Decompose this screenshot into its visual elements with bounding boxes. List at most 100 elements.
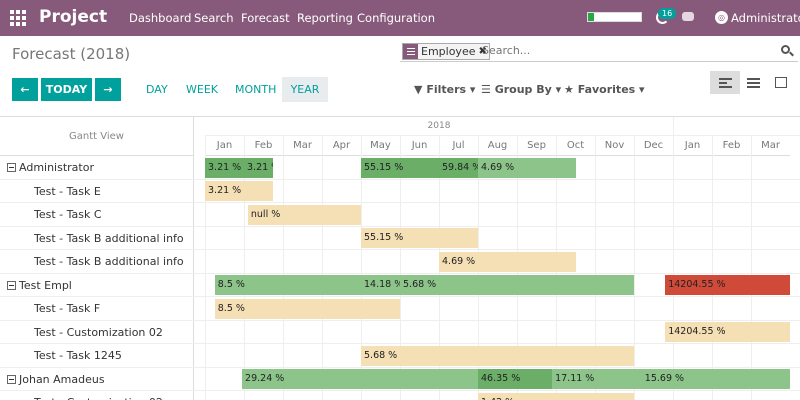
gantt-bar[interactable]: 1.42 % xyxy=(478,392,634,400)
favorites-dropdown[interactable]: ★ Favorites ▾ xyxy=(564,83,645,96)
gantt-bar[interactable]: 14204.55 % xyxy=(665,322,790,342)
progress-fill xyxy=(588,13,595,21)
task-label: Test - Customization 02 xyxy=(0,320,194,343)
gantt-task-row: Test - Customization 02 xyxy=(0,320,800,344)
gantt-view: Gantt View 2018 Jan Feb Mar Apr May Jun Jul Aug… xyxy=(0,116,800,400)
grid-line xyxy=(673,136,674,400)
collapse-icon[interactable] xyxy=(7,163,16,172)
row-label-text: Test - Customization 02 xyxy=(34,325,163,339)
gantt-bar[interactable]: 59.84 % xyxy=(439,157,478,178)
group-label[interactable]: Administrator xyxy=(0,156,194,179)
month-header: Feb xyxy=(712,136,751,156)
gantt-view-icon xyxy=(718,76,732,90)
task-label: Test - Task B additional info xyxy=(0,250,194,273)
filters-label: Filters ▾ xyxy=(426,83,476,96)
menu-reporting[interactable]: Reporting xyxy=(297,11,353,25)
gantt-bar[interactable]: 8.5 % xyxy=(214,275,361,295)
gantt-bar[interactable]: 55.15 % xyxy=(361,157,439,178)
row-label-text: Test Empl xyxy=(19,278,72,292)
month-header: Jan xyxy=(205,136,244,156)
today-button[interactable]: TODAY xyxy=(41,78,92,101)
scale-week[interactable]: WEEK xyxy=(186,83,218,96)
group-label[interactable]: Johan Amadeus xyxy=(0,367,194,390)
page-title: Forecast (2018) xyxy=(12,45,131,63)
filters-dropdown[interactable]: ▼ Filters ▾ xyxy=(414,83,475,96)
menu-dashboard[interactable]: Dashboard xyxy=(129,11,192,25)
row-label-text: Test - Task E xyxy=(34,184,101,198)
gantt-task-row: Test - Customization 02 xyxy=(0,391,800,400)
row-label-text: Test - Customization 02 xyxy=(34,396,163,400)
list-view-button[interactable] xyxy=(738,71,768,94)
task-label: Test - Task B additional info xyxy=(0,226,194,249)
activity-count-badge: 16 xyxy=(658,8,677,19)
gantt-bar[interactable]: 15.69 % xyxy=(641,369,790,389)
gantt-bar[interactable]: 14.18 % xyxy=(361,275,400,295)
search-input[interactable] xyxy=(482,44,762,57)
gantt-bar[interactable]: 46.35 % xyxy=(478,369,553,389)
month-header: Nov xyxy=(595,136,634,156)
gantt-bar[interactable]: 17.11 % xyxy=(552,369,642,389)
gantt-group-row: Test Empl xyxy=(0,273,800,297)
month-header: Mar xyxy=(751,136,790,156)
user-avatar[interactable]: ◎ xyxy=(715,11,728,24)
search-icon[interactable] xyxy=(781,45,794,57)
gantt-bar[interactable]: 4.69 % xyxy=(478,157,576,178)
menu-forecast[interactable]: Forecast xyxy=(241,11,290,25)
gantt-task-row: Test - Task F xyxy=(0,297,800,321)
next-button[interactable]: → xyxy=(95,78,121,101)
groupby-dropdown[interactable]: ☰ Group By ▾ xyxy=(481,83,561,96)
apps-grid-icon[interactable] xyxy=(10,10,26,26)
month-header: Feb xyxy=(244,136,283,156)
row-label-text: Test - Task B additional info xyxy=(34,231,184,245)
gantt-bar[interactable]: 29.24 % xyxy=(242,369,478,389)
user-menu[interactable]: Administrator xyxy=(731,11,800,25)
gantt-bar[interactable]: 5.68 % xyxy=(361,345,634,366)
groupby-icon: ☰ xyxy=(481,83,491,96)
month-header: Mar xyxy=(283,136,322,156)
grid-line xyxy=(712,136,713,400)
scale-day[interactable]: DAY xyxy=(146,83,168,96)
gantt-view-button[interactable] xyxy=(710,71,740,94)
app-brand[interactable]: Project xyxy=(39,7,108,27)
month-header: Apr xyxy=(322,136,361,156)
gantt-bar[interactable]: 8.5 % xyxy=(214,298,400,319)
gantt-bar[interactable]: 5.68 % xyxy=(400,275,634,295)
scale-month[interactable]: MONTH xyxy=(235,83,277,96)
gantt-bar[interactable]: 3.21 % xyxy=(205,181,274,201)
filter-icon: ▼ xyxy=(414,83,423,96)
collapse-icon[interactable] xyxy=(7,374,16,384)
scale-year[interactable]: YEAR xyxy=(282,77,328,102)
pivot-view-button[interactable] xyxy=(766,71,796,94)
task-label: Test - Task E xyxy=(0,179,194,202)
grid-line xyxy=(751,136,752,400)
gantt-year-label: 2018 xyxy=(205,117,673,136)
gantt-bar[interactable]: 4.69 % xyxy=(439,251,576,272)
task-label: Test - Task 1245 xyxy=(0,344,194,367)
gantt-task-row: Test - Task 1245 xyxy=(0,344,800,368)
collapse-icon[interactable] xyxy=(7,280,16,290)
gantt-task-row: Test - Task C xyxy=(0,203,800,227)
group-label[interactable]: Test Empl xyxy=(0,273,194,296)
row-label-text: Johan Amadeus xyxy=(19,372,105,386)
gantt-bar[interactable]: 14204.55 % xyxy=(665,275,790,295)
grid-line xyxy=(361,136,362,400)
gantt-bar[interactable]: 3.21 % xyxy=(244,157,274,178)
menu-search[interactable]: Search xyxy=(194,11,234,25)
onboarding-progress[interactable] xyxy=(587,12,642,22)
gantt-bar[interactable]: 55.15 % xyxy=(361,228,478,248)
facet-label: Employee xyxy=(421,45,476,58)
grid-line xyxy=(244,136,245,400)
menu-configuration[interactable]: Configuration xyxy=(357,11,435,25)
gantt-bar[interactable]: 3.21 % xyxy=(205,157,244,178)
gantt-next-year-header xyxy=(673,117,800,136)
month-header: Sep xyxy=(517,136,556,156)
gantt-bar[interactable]: null % xyxy=(247,204,361,225)
prev-button[interactable]: ← xyxy=(12,78,38,101)
task-label: Test - Task C xyxy=(0,203,194,226)
gantt-task-row: Test - Task B additional info xyxy=(0,250,800,274)
chat-icon[interactable] xyxy=(682,12,694,21)
grid-line xyxy=(205,136,206,400)
month-header: Oct xyxy=(556,136,595,156)
gantt-task-row: Test - Task B additional info xyxy=(0,226,800,250)
task-label: Test - Task F xyxy=(0,297,194,320)
